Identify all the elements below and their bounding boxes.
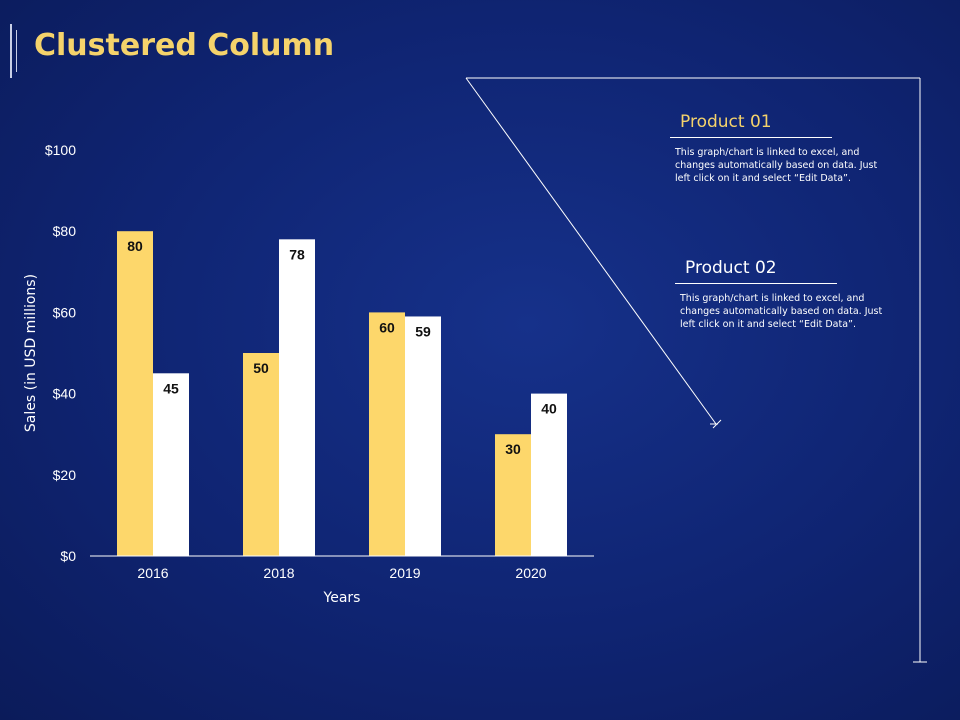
bar-product-01-2019 [369,312,405,556]
y-axis-title: Sales (in USD millions) [23,274,39,432]
y-tick-label: $40 [53,386,77,402]
y-tick-label: $60 [53,304,77,320]
bar-product-02-2020 [531,393,567,556]
y-tick-label: $100 [45,142,76,158]
y-tick-label: $80 [53,223,77,239]
product-01-description: This graph/chart is linked to excel, and… [675,147,878,184]
product-02-title: Product 02 [675,258,837,284]
data-label: 50 [253,360,269,376]
y-axis-ticks: $0 $20 $40 $60 $80 $100 [45,142,76,564]
callout-frame [465,77,927,663]
x-tick-label: 2020 [515,565,546,581]
x-axis-ticks: 2016 2018 2019 2020 [137,565,546,581]
x-axis-title: Years [323,590,361,606]
bar-product-01-2016 [117,231,153,556]
bar-product-02-2018 [279,239,315,556]
product-02-description: This graph/chart is linked to excel, and… [680,293,883,330]
bars: 80 45 50 78 60 59 30 40 [117,231,567,556]
x-tick-label: 2018 [263,565,294,581]
data-label: 60 [379,319,395,335]
bar-product-02-2016 [153,373,189,556]
product-01-panel: Product 01 This graph/chart is linked to… [670,112,887,185]
bar-product-01-2020 [495,434,531,556]
y-tick-label: $20 [53,467,77,483]
product-02-panel: Product 02 This graph/chart is linked to… [675,258,892,331]
bar-product-02-2019 [405,316,441,556]
product-01-title: Product 01 [670,112,832,138]
data-label: 59 [415,323,431,339]
data-label: 80 [127,238,143,254]
data-label: 45 [163,380,179,396]
title-accent-bar-thin [16,30,17,72]
y-tick-label: $0 [60,548,76,564]
title-accent-bar [10,24,12,78]
x-tick-label: 2019 [389,565,420,581]
data-label: 40 [541,401,557,417]
bar-product-01-2018 [243,353,279,556]
data-label: 78 [289,246,305,262]
x-tick-label: 2016 [137,565,168,581]
data-label: 30 [505,441,521,457]
slide-title: Clustered Column [34,28,335,63]
